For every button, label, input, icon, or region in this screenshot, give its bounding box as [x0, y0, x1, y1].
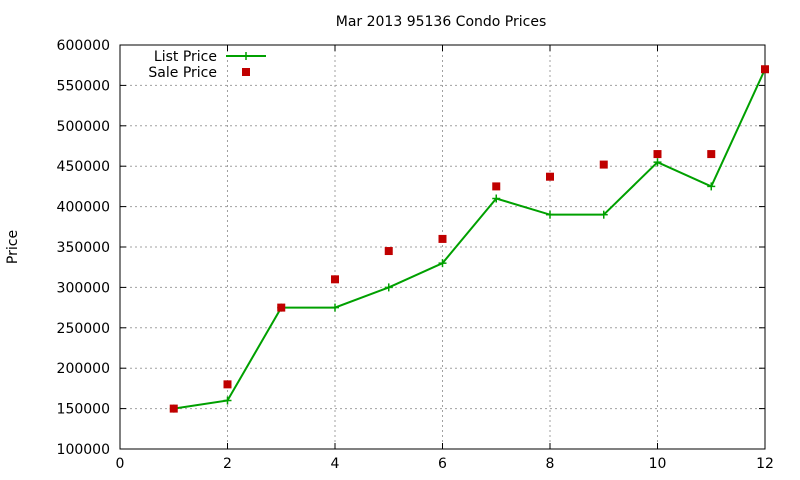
y-tick-label: 600000	[57, 38, 110, 54]
sale-price-point	[546, 172, 554, 181]
list-price-point	[546, 210, 554, 219]
sale-price-point	[169, 404, 178, 413]
legend-plus-swatch	[242, 52, 250, 60]
series-layer	[169, 65, 769, 413]
plot-frame	[119, 44, 766, 450]
y-tick-label: 450000	[57, 159, 110, 175]
x-tick-label: 4	[331, 456, 340, 472]
sale-price-point	[277, 303, 286, 312]
x-tick-label: 0	[116, 456, 125, 472]
list-price-point	[331, 303, 339, 312]
sale-price-point	[223, 380, 232, 389]
x-tick-label: 10	[649, 456, 667, 472]
list-price-line	[173, 68, 766, 410]
y-tick-label: 250000	[57, 321, 110, 337]
y-axis-label: Price	[5, 230, 21, 264]
list-price-point	[223, 396, 232, 405]
sale-price-point	[492, 182, 501, 191]
list-price-point	[384, 283, 393, 292]
y-tick-label: 550000	[57, 78, 110, 94]
x-tick-label: 8	[546, 456, 555, 472]
chart-title: Mar 2013 95136 Condo Prices	[336, 14, 547, 30]
sale-price-point	[707, 150, 716, 159]
y-tick-label: 100000	[57, 442, 110, 458]
list-price-point	[707, 182, 716, 191]
series-list-price	[169, 65, 769, 413]
series-sale-price	[169, 65, 769, 413]
grid	[120, 45, 765, 449]
y-tick-label: 350000	[57, 240, 110, 256]
y-tick-label: 200000	[57, 361, 110, 377]
x-tick-label: 12	[756, 456, 774, 472]
sale-price-point	[384, 247, 393, 256]
sale-price-point	[653, 150, 662, 159]
legend-label: Sale Price	[148, 65, 217, 81]
x-tick-label: 2	[223, 456, 232, 472]
list-price-point	[492, 194, 501, 203]
y-tick-label: 300000	[57, 280, 110, 296]
list-price-point	[599, 210, 608, 219]
legend-label: List Price	[154, 49, 217, 65]
axis-ticks: 0 2 4 6 8 10 12 100000 150000 200000 250000 300000 3…	[57, 38, 774, 472]
list-price-point	[653, 158, 662, 167]
list-price-point	[438, 259, 447, 268]
sale-price-point	[331, 275, 339, 284]
sale-price-point	[761, 65, 769, 74]
legend-square-swatch	[242, 68, 250, 76]
y-tick-label: 150000	[57, 402, 110, 418]
y-tick-label: 400000	[57, 200, 110, 216]
y-tick-label: 500000	[57, 119, 110, 135]
sale-price-point	[438, 234, 447, 243]
sale-price-point	[599, 160, 608, 169]
x-tick-label: 6	[438, 456, 447, 472]
